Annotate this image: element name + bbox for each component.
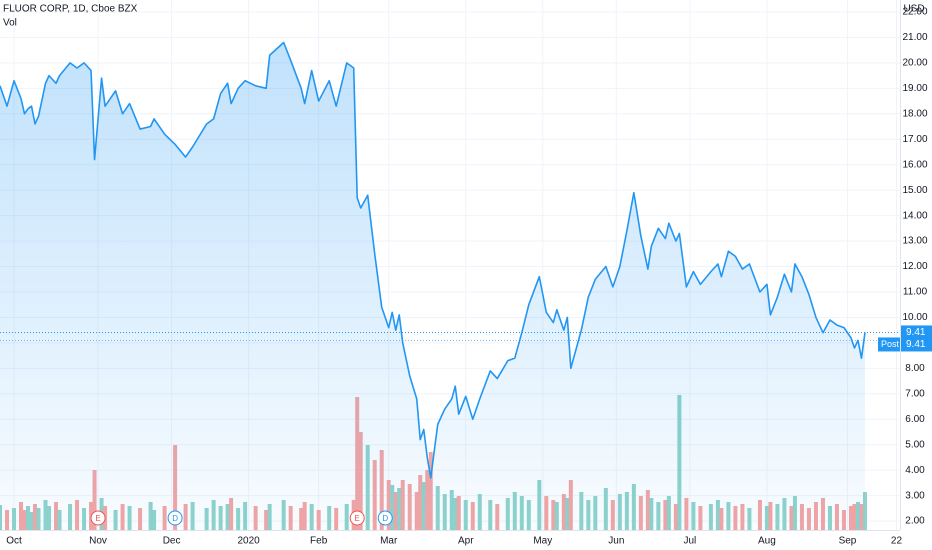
y-tick-label: 20.00 — [902, 58, 927, 69]
last-price-label: 9.41 — [906, 327, 926, 338]
event-marker — [90, 510, 106, 526]
price-line — [0, 41, 866, 479]
x-tick-label: May — [533, 536, 552, 547]
y-tick-label: 18.00 — [902, 108, 927, 119]
y-tick-label: 2.00 — [905, 516, 925, 527]
x-tick-label: Apr — [458, 536, 474, 547]
x-tick-label: Jun — [608, 536, 624, 547]
x-tick-label: Sep — [839, 536, 857, 547]
y-tick-label: 17.00 — [902, 134, 927, 145]
y-tick-label: 13.00 — [902, 236, 927, 247]
event-label: D — [172, 514, 178, 523]
post-price-box — [901, 337, 932, 352]
y-tick-label: 7.00 — [905, 388, 925, 399]
area-fill — [0, 42, 865, 530]
y-tick-label: 14.00 — [902, 210, 927, 221]
x-tick-label: 22 — [891, 536, 903, 547]
x-tick-label: 2020 — [238, 536, 261, 547]
x-tick-label: Aug — [758, 536, 776, 547]
y-tick-label: 22.00 — [902, 7, 927, 18]
y-tick-label: 4.00 — [905, 465, 925, 476]
event-marker — [349, 510, 365, 526]
y-tick-label: 19.00 — [902, 83, 927, 94]
event-label: E — [95, 514, 100, 523]
x-tick-label: Jul — [683, 536, 696, 547]
post-tag — [878, 337, 902, 352]
y-tick-label: 15.00 — [902, 185, 927, 196]
x-tick-label: Dec — [163, 536, 181, 547]
y-tick-label: 10.00 — [902, 312, 927, 323]
y-tick-label: 3.00 — [905, 490, 925, 501]
event-label: E — [355, 514, 360, 523]
post-price-label: 9.41 — [906, 339, 926, 350]
last-price-box — [901, 325, 932, 340]
legend-vol: Vol — [3, 18, 17, 29]
x-tick-label: Nov — [89, 536, 107, 547]
event-marker — [377, 510, 393, 526]
currency-label: USD — [903, 4, 924, 15]
y-tick-label: 16.00 — [902, 159, 927, 170]
y-tick-label: 5.00 — [905, 439, 925, 450]
y-tick-label: 11.00 — [903, 287, 928, 298]
y-tick-label: 6.00 — [905, 414, 925, 425]
volume-bar — [862, 492, 867, 530]
event-marker — [167, 510, 183, 526]
x-tick-label: Oct — [6, 536, 22, 547]
post-name: Post — [881, 339, 900, 349]
x-tick-label: Feb — [310, 536, 328, 547]
x-tick-label: Mar — [380, 536, 398, 547]
y-tick-label: 8.00 — [905, 363, 925, 374]
chart-title: FLUOR CORP, 1D, Cboe BZX — [3, 4, 138, 15]
event-label: D — [382, 514, 388, 523]
y-tick-label: 12.00 — [902, 261, 927, 272]
y-tick-label: 21.00 — [902, 32, 927, 43]
